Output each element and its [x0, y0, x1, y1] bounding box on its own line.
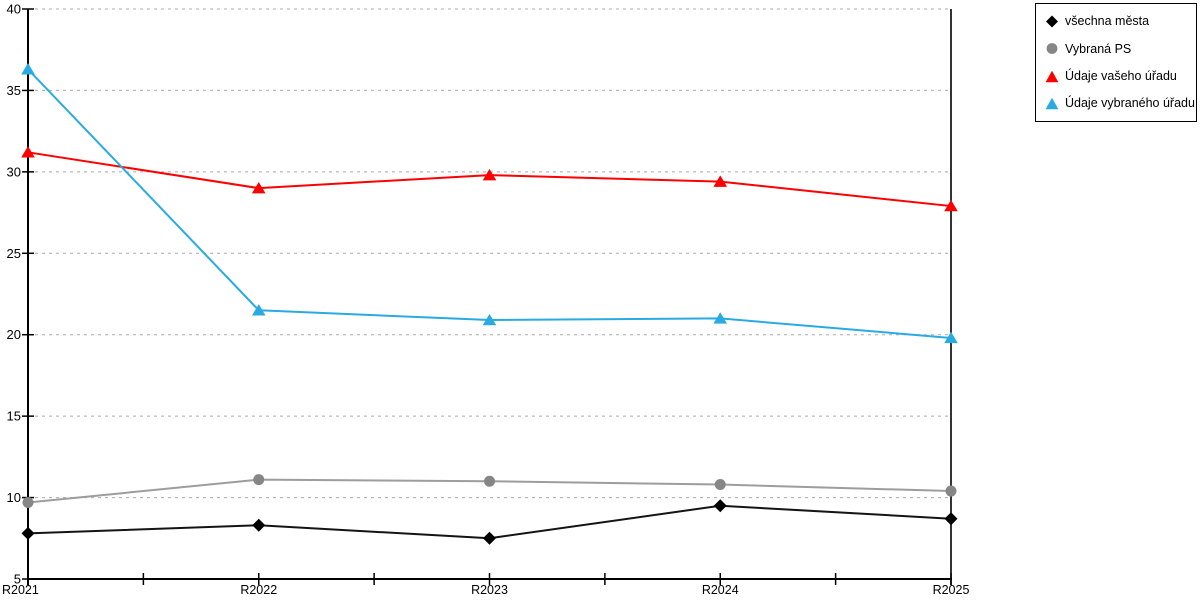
- y-tick-label: 5: [14, 572, 21, 587]
- legend-marker-shape: [1045, 97, 1059, 110]
- legend-marker-shape: [1045, 70, 1059, 82]
- y-tick-label: 30: [7, 164, 21, 179]
- data-point-marker: [482, 313, 497, 326]
- series-line: [27, 68, 952, 339]
- data-point-marker: [944, 331, 958, 344]
- y-tick-label: 10: [7, 490, 21, 505]
- data-point-marker: [21, 146, 35, 158]
- data-point-marker: [482, 168, 497, 181]
- circle-legend-icon: [1046, 43, 1058, 55]
- data-point-marker: [713, 175, 728, 187]
- triangle-legend-icon: [1045, 97, 1059, 110]
- x-tick-label: R2025: [933, 583, 970, 597]
- data-point-marker: [713, 312, 728, 324]
- x-tick-label: R2024: [702, 583, 739, 597]
- data-point-marker: [251, 304, 266, 316]
- data-point-marker: [944, 199, 958, 212]
- y-tick-label: 35: [7, 83, 21, 98]
- y-tick-label: 20: [7, 327, 21, 342]
- legend-label: Údaje vybraného úřadu: [1065, 96, 1195, 111]
- data-point-marker: [944, 512, 958, 526]
- triangle-legend-icon: [1045, 70, 1059, 82]
- x-tick-label: R2021: [2, 583, 39, 597]
- data-point-marker: [21, 63, 35, 75]
- diamond-legend-icon: [1046, 15, 1058, 28]
- data-point-marker: [484, 475, 495, 487]
- data-point-marker: [22, 496, 34, 508]
- data-point-marker: [252, 518, 266, 532]
- legend-marker-shape: [1046, 43, 1058, 55]
- x-tick-label: R2022: [240, 583, 277, 597]
- data-point-marker: [251, 181, 266, 194]
- legend-item: Údaje vašeho úřadu: [1045, 70, 1194, 83]
- data-point-marker: [713, 499, 727, 513]
- legend-item: Vybraná PS: [1045, 42, 1194, 55]
- data-point-marker: [253, 474, 265, 486]
- data-point-marker: [483, 531, 496, 545]
- legend-label: Vybraná PS: [1065, 41, 1132, 56]
- legend-item: všechna města: [1045, 15, 1194, 28]
- data-point-marker: [945, 485, 957, 497]
- data-point-marker: [714, 479, 726, 491]
- y-tick-label: 25: [7, 246, 21, 261]
- y-tick-label: 40: [7, 2, 21, 17]
- x-tick-label: R2023: [471, 583, 508, 597]
- legend-label: Údaje vašeho úřadu: [1065, 68, 1177, 83]
- y-tick-label: 15: [7, 409, 21, 424]
- data-point-marker: [21, 526, 35, 540]
- legend-label: všechna města: [1065, 14, 1150, 29]
- legend: všechna města Vybraná PS Údaje vašeho úřad…: [1035, 3, 1197, 122]
- legend-marker-shape: [1046, 15, 1058, 28]
- legend-item: Údaje vybraného úřadu: [1045, 96, 1195, 111]
